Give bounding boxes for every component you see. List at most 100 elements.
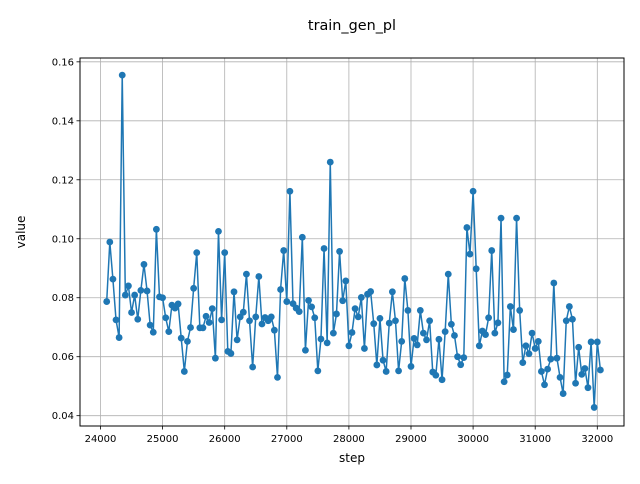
data-point (423, 336, 430, 344)
data-point (506, 303, 514, 310)
data-point (298, 233, 306, 241)
data-point (125, 282, 132, 290)
data-point (308, 303, 316, 311)
data-point (252, 313, 260, 321)
data-point (382, 368, 390, 375)
data-point (184, 337, 191, 345)
data-point (339, 297, 347, 305)
data-point (500, 378, 508, 386)
plot-frame (79, 57, 625, 427)
data-point (131, 291, 139, 299)
data-point (305, 296, 312, 304)
grid-lines (80, 58, 624, 426)
y-tick-label: 0.14 (52, 116, 74, 127)
data-point (426, 317, 434, 325)
data-point (587, 338, 595, 346)
data-point (208, 305, 216, 313)
data-point (143, 287, 151, 295)
data-point (590, 404, 598, 411)
data-point (255, 273, 263, 280)
data-point (239, 308, 247, 316)
chart-title: train_gen_pl (308, 18, 396, 34)
x-tick-label: 31000 (519, 434, 551, 445)
data-point (385, 319, 393, 327)
x-tick-label: 26000 (209, 434, 241, 445)
data-point (513, 214, 520, 222)
data-point (407, 363, 415, 370)
data-point (531, 345, 539, 352)
data-point (146, 321, 154, 329)
data-point (314, 367, 322, 375)
data-point (323, 339, 331, 347)
data-point (469, 187, 477, 195)
data-point (541, 381, 548, 389)
data-point (519, 359, 527, 367)
data-point (106, 238, 114, 246)
data-point (233, 336, 241, 344)
data-point (550, 279, 558, 287)
data-point (302, 346, 309, 354)
data-point (441, 328, 449, 336)
x-tick-label: 27000 (271, 434, 303, 445)
data-point (482, 331, 489, 338)
data-point (320, 245, 328, 252)
data-point (311, 314, 319, 322)
data-point (351, 305, 359, 313)
data-point (553, 354, 561, 362)
data-point (485, 314, 493, 322)
data-point (128, 309, 135, 316)
data-point (230, 288, 238, 296)
data-point (488, 247, 496, 254)
data-point (326, 158, 334, 166)
data-point (463, 224, 471, 231)
data-point (190, 284, 198, 292)
data-point (528, 329, 536, 337)
data-point (361, 345, 368, 352)
data-point (283, 298, 291, 305)
data-point (270, 326, 278, 334)
data-point (205, 319, 213, 326)
data-point (597, 366, 604, 374)
data-point (497, 214, 505, 222)
data-point (187, 324, 194, 331)
data-point (221, 249, 229, 257)
x-tick-label: 32000 (581, 434, 613, 445)
x-tick-label: 25000 (147, 434, 179, 445)
data-point (140, 261, 148, 268)
data-point (121, 291, 129, 299)
data-point (286, 187, 294, 195)
data-point (333, 310, 340, 318)
data-point (565, 303, 573, 310)
data-point (277, 286, 284, 293)
data-point (522, 342, 530, 350)
data-point (354, 313, 362, 321)
series-line (105, 74, 602, 409)
data-point (357, 294, 365, 301)
data-point (457, 361, 465, 369)
data-point (388, 288, 396, 296)
data-point (280, 247, 288, 254)
y-tick-label: 0.10 (52, 234, 74, 245)
data-point (404, 307, 412, 314)
data-point (510, 326, 517, 333)
y-tick-label: 0.12 (52, 175, 74, 186)
data-point (152, 225, 160, 233)
data-point (243, 270, 250, 278)
data-point (249, 363, 257, 371)
x-tick-label: 28000 (333, 434, 365, 445)
data-point (202, 312, 210, 320)
data-point (534, 337, 542, 345)
data-point (134, 315, 142, 323)
data-point (162, 314, 170, 322)
data-point (416, 307, 424, 314)
data-point (215, 227, 222, 235)
data-point (149, 328, 157, 336)
data-point (494, 319, 502, 327)
data-point (398, 337, 406, 345)
axes: 24000 25000 26000 27000 28000 29000 30000 31000… (52, 57, 613, 445)
data-point (295, 308, 303, 315)
data-point (503, 371, 511, 379)
data-point (444, 270, 452, 278)
